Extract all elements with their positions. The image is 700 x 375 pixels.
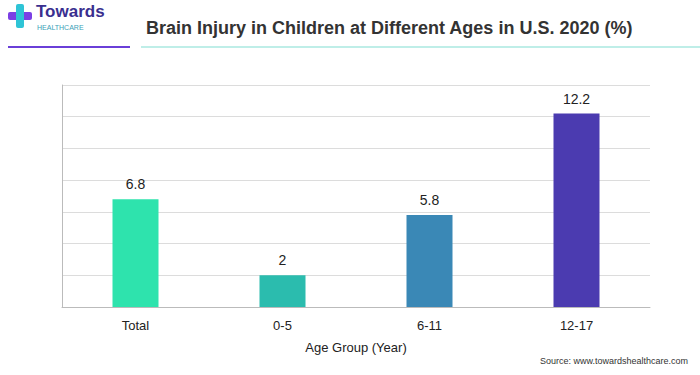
svg-text:6.8: 6.8: [126, 176, 146, 192]
svg-text:12-17: 12-17: [560, 318, 593, 333]
svg-text:6-11: 6-11: [417, 318, 442, 333]
svg-text:Total: Total: [122, 318, 150, 333]
svg-text:Source: www.towardshealthcare.: Source: www.towardshealthcare.com: [540, 356, 688, 366]
svg-text:Age Group (Year): Age Group (Year): [305, 340, 406, 355]
svg-text:12.2: 12.2: [563, 91, 590, 107]
svg-text:5.8: 5.8: [420, 192, 440, 208]
svg-text:Brain Injury in Children at Di: Brain Injury in Children at Different Ag…: [146, 18, 632, 38]
svg-text:2: 2: [279, 252, 287, 268]
svg-text:0-5: 0-5: [273, 318, 292, 333]
svg-text:Towards: Towards: [36, 2, 105, 21]
svg-text:HEALTHCARE: HEALTHCARE: [37, 24, 84, 31]
